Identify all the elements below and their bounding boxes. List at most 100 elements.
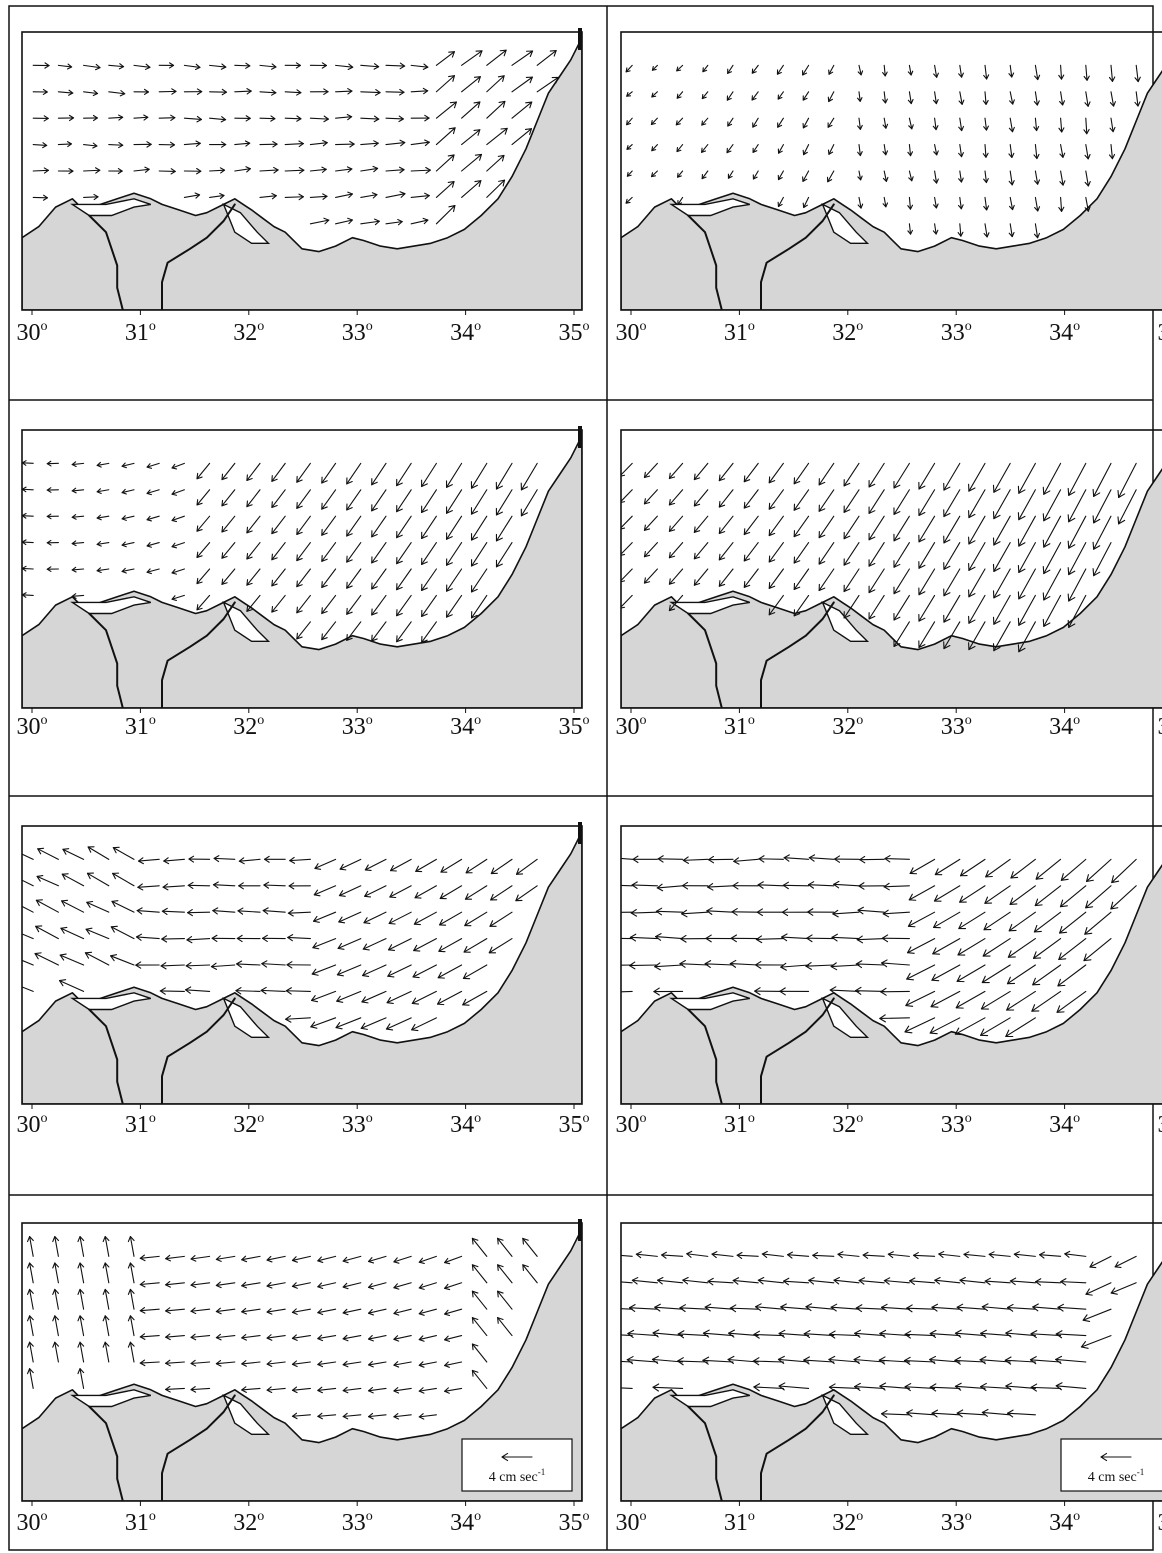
longitude-tick-label: 34o (450, 1509, 481, 1536)
current-vector (291, 1360, 311, 1368)
current-vector (1092, 515, 1112, 550)
current-vector (731, 908, 759, 916)
map-frame (21, 31, 583, 311)
current-vector (793, 489, 810, 511)
current-vector (780, 1303, 810, 1312)
current-vector (627, 1329, 658, 1338)
current-vector (497, 1237, 513, 1257)
current-vector (980, 1017, 1011, 1037)
current-vector (165, 1385, 185, 1393)
current-vector (246, 594, 261, 612)
current-vector (882, 196, 889, 208)
current-vector (628, 961, 658, 970)
current-vector (752, 170, 759, 180)
current-vector (932, 223, 939, 235)
bay-outline (222, 996, 271, 1039)
current-vector (209, 167, 226, 174)
current-vector (882, 91, 888, 104)
current-vector (693, 515, 709, 533)
current-vector (808, 1277, 835, 1285)
current-vector (83, 63, 101, 71)
current-vector (385, 1017, 412, 1031)
current-vector (139, 1280, 160, 1288)
current-vector (854, 986, 885, 995)
current-vector (190, 1359, 211, 1367)
current-vector (757, 1276, 784, 1285)
current-vector (371, 462, 387, 486)
current-vector (446, 542, 463, 566)
current-vector (908, 117, 914, 130)
legend-arrow (1100, 1452, 1132, 1462)
current-vector (83, 89, 99, 97)
current-vector (215, 1307, 236, 1315)
current-vector (435, 180, 455, 198)
longitude-tick-label: 35o (559, 319, 590, 346)
current-vector (1009, 91, 1015, 105)
current-vector (957, 938, 986, 956)
current-vector (933, 64, 939, 78)
longitude-tick-label: 31o (724, 713, 755, 740)
longitude-tick-label: 31o (125, 713, 156, 740)
current-vector (296, 489, 311, 509)
current-vector (337, 938, 362, 950)
current-vector (818, 489, 835, 512)
current-vector (1008, 144, 1015, 159)
current-vector (83, 114, 98, 122)
map-panel-r1-c1: 30o 31o 32o 33o 34o 35o (17, 28, 590, 346)
current-vector (968, 621, 986, 651)
current-vector (802, 64, 810, 76)
longitude-tick-label: 32o (233, 713, 264, 740)
current-vector (984, 1277, 1011, 1286)
current-vector (701, 117, 709, 126)
current-vector (86, 872, 110, 887)
current-vector (918, 462, 936, 490)
current-vector (818, 542, 835, 565)
current-vector (632, 855, 658, 864)
current-vector (882, 909, 910, 918)
current-vector (196, 594, 211, 611)
current-vector (1055, 1330, 1087, 1339)
current-vector (1033, 144, 1040, 160)
current-vector (221, 462, 236, 481)
current-vector (985, 858, 1011, 878)
current-vector (87, 846, 110, 860)
longitude-tick-label: 35o (559, 1111, 590, 1138)
current-vector (1006, 990, 1036, 1011)
current-vector (444, 1387, 463, 1394)
current-vector (676, 170, 684, 178)
current-vector (730, 934, 759, 943)
current-vector (1114, 1255, 1137, 1269)
current-vector (241, 1307, 261, 1315)
current-vector (461, 180, 482, 198)
current-vector (958, 170, 964, 183)
current-vector (893, 515, 910, 542)
current-vector (931, 964, 961, 982)
current-vector (621, 1334, 633, 1337)
delta-lake (70, 992, 152, 1011)
map-panel-r4-c2: 4 cm sec-1 30o 31o 32o 33o 34o 35o (616, 1222, 1162, 1536)
current-vector (271, 489, 286, 509)
current-vector (656, 883, 684, 892)
current-vector (1042, 542, 1062, 575)
current-vector (284, 89, 302, 96)
current-vector (360, 192, 378, 199)
current-vector (522, 1237, 538, 1257)
river-branch-west (88, 214, 124, 310)
current-vector (1007, 938, 1036, 958)
current-vector (486, 49, 507, 66)
current-vector (858, 882, 885, 890)
current-vector (943, 542, 961, 570)
current-vector (171, 594, 185, 601)
current-vector (471, 1317, 488, 1337)
current-vector (983, 170, 989, 184)
current-vector (1059, 911, 1087, 934)
current-vector (908, 885, 936, 901)
current-vector (1110, 885, 1137, 910)
delta-lake (669, 596, 751, 615)
current-vector (907, 144, 914, 157)
current-vector (954, 1017, 986, 1036)
current-vector (1059, 885, 1087, 908)
current-vector (317, 1334, 337, 1342)
current-vector (411, 990, 437, 1005)
